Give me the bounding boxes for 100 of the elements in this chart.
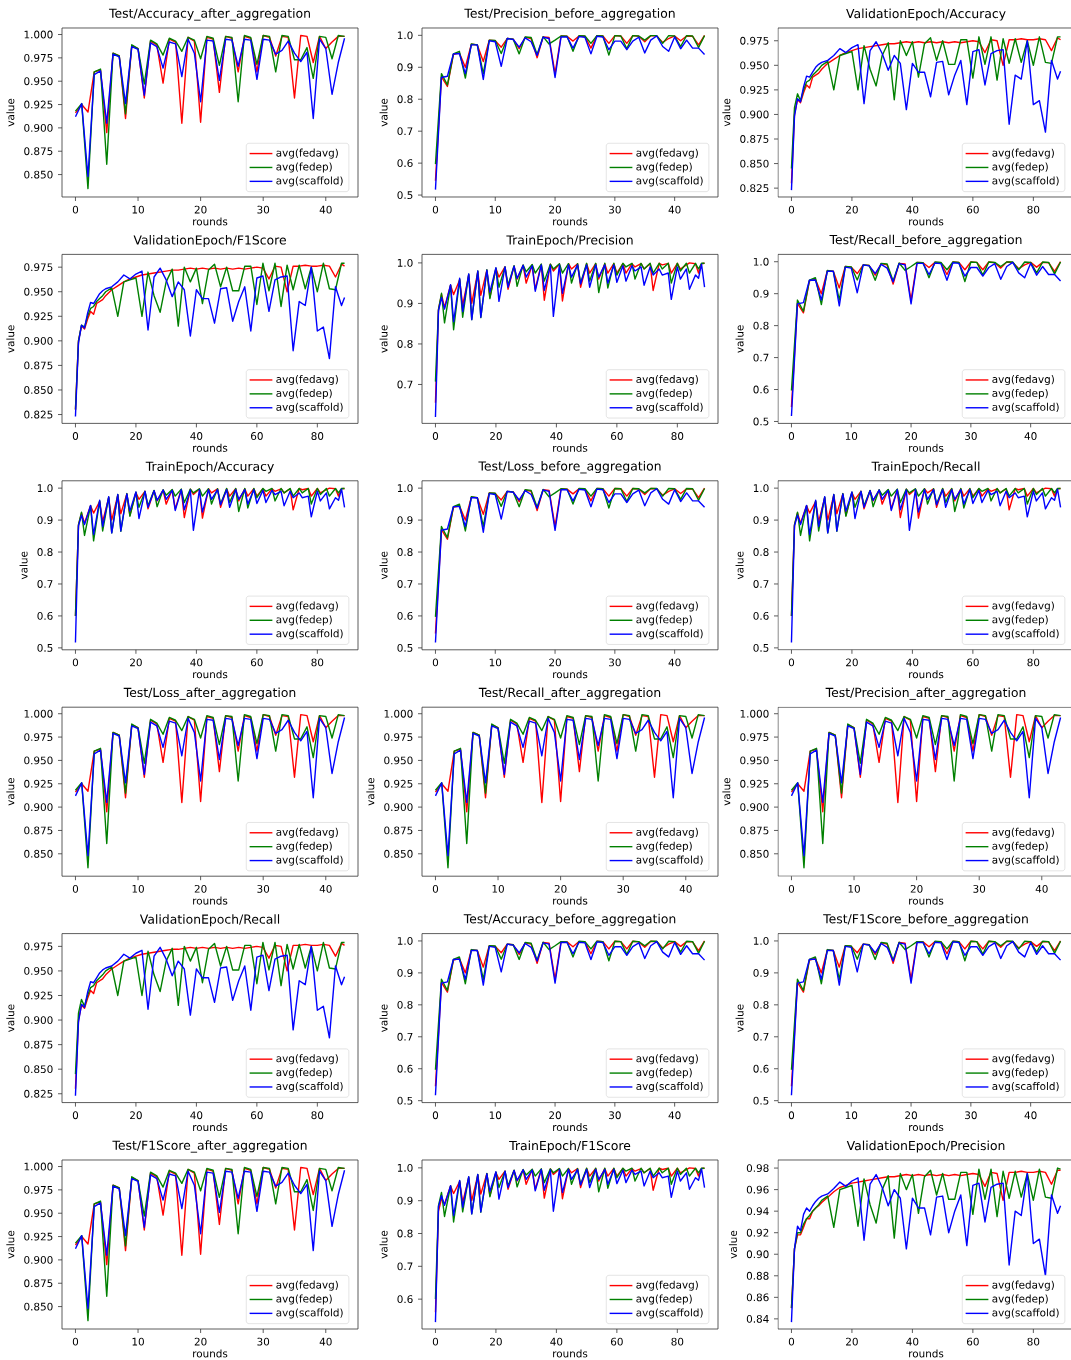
x-tick-label: 30: [257, 884, 270, 893]
x-tick-label: 20: [490, 432, 502, 440]
x-tick-label: 0: [432, 1337, 439, 1346]
y-tick-label: 1.0: [753, 937, 769, 945]
y-tick-label: 0.900: [24, 1255, 53, 1264]
legend-label: avg(fedep): [636, 1068, 692, 1079]
x-tick-label: 60: [966, 658, 979, 667]
y-axis-title: value: [6, 325, 15, 353]
y-tick-label: 0.925: [24, 1232, 53, 1241]
x-tick-label: 40: [679, 884, 692, 893]
x-axis-title: rounds: [193, 217, 228, 226]
y-tick-label: 0.9: [397, 1196, 413, 1205]
x-tick-label: 30: [965, 1111, 977, 1120]
x-tick-label: 30: [257, 205, 270, 214]
chart-title: Test/Precision_after_aggregation: [825, 687, 1026, 700]
x-tick-label: 40: [668, 658, 681, 667]
x-tick-label: 60: [966, 205, 979, 214]
y-tick-label: 0.9: [753, 516, 769, 525]
y-tick-label: 0.5: [753, 643, 769, 652]
x-tick-label: 20: [130, 1111, 142, 1120]
legend-label: avg(fedep): [276, 388, 332, 399]
x-tick-label: 30: [617, 884, 630, 893]
y-tick-label: 0.975: [384, 733, 413, 741]
x-tick-label: 40: [550, 1337, 563, 1346]
y-axis-title: value: [6, 778, 15, 806]
y-axis-title: value: [379, 98, 388, 127]
y-tick-label: 0.975: [24, 1185, 53, 1194]
y-tick-label: 0.7: [397, 127, 413, 136]
y-tick-label: 0.975: [740, 36, 769, 45]
legend-label: avg(scaffold): [636, 1308, 703, 1319]
legend-label: avg(scaffold): [276, 1082, 343, 1093]
y-tick-label: 1.000: [740, 709, 769, 718]
y-axis-title: value: [379, 1230, 388, 1259]
legend-label: avg(scaffold): [636, 855, 703, 866]
x-tick-label: 40: [906, 205, 919, 214]
x-tick-label: 40: [1035, 884, 1048, 893]
x-tick-label: 30: [973, 884, 986, 893]
y-tick-label: 0.6: [397, 612, 413, 620]
legend-label: avg(scaffold): [276, 402, 343, 413]
x-axis-title: rounds: [909, 217, 944, 226]
y-tick-label: 1.000: [24, 1162, 53, 1171]
y-tick-label: 0.875: [24, 147, 53, 156]
x-axis-title: rounds: [553, 896, 588, 905]
y-tick-label: 0.850: [740, 849, 769, 858]
legend-label: avg(fedep): [636, 1294, 692, 1305]
y-axis-title: value: [735, 1004, 744, 1032]
x-tick-label: 40: [906, 658, 919, 667]
legend-label: avg(fedavg): [636, 1280, 698, 1291]
x-tick-label: 40: [1024, 1111, 1037, 1120]
x-tick-label: 20: [910, 884, 923, 893]
x-tick-label: 0: [432, 432, 439, 440]
legend-label: avg(fedavg): [992, 148, 1054, 159]
legend-label: avg(fedep): [276, 162, 332, 173]
legend-label: avg(fedep): [636, 615, 692, 626]
y-tick-label: 0.8: [397, 340, 413, 348]
legend-label: avg(scaffold): [992, 855, 1059, 866]
legend-label: avg(scaffold): [636, 402, 703, 413]
y-tick-label: 0.6: [753, 1064, 769, 1073]
y-tick-label: 0.8: [37, 548, 53, 556]
y-tick-label: 0.7: [37, 580, 53, 588]
y-tick-label: 1.0: [397, 937, 413, 945]
x-tick-label: 20: [905, 1111, 917, 1120]
y-axis-title: value: [6, 98, 15, 127]
legend-label: avg(fedep): [636, 388, 692, 399]
x-tick-label: 10: [132, 205, 144, 214]
y-tick-label: 0.7: [397, 380, 413, 389]
y-tick-label: 0.7: [753, 580, 769, 588]
x-axis-title: rounds: [553, 443, 588, 452]
x-tick-label: 0: [788, 1337, 795, 1346]
y-tick-label: 0.875: [24, 826, 53, 835]
legend-label: avg(fedavg): [992, 375, 1054, 386]
legend-label: avg(fedavg): [636, 148, 698, 159]
chart-title: Test/Accuracy_after_aggregation: [108, 8, 310, 21]
y-axis-title: value: [728, 1230, 737, 1259]
y-tick-label: 0.5: [397, 1096, 413, 1105]
y-tick-label: 0.850: [24, 386, 53, 394]
y-tick-label: 0.9: [397, 299, 413, 308]
y-axis-title: value: [722, 98, 731, 127]
y-tick-label: 0.8: [753, 1000, 769, 1009]
legend-label: avg(scaffold): [636, 1082, 703, 1093]
x-axis-title: rounds: [553, 670, 588, 679]
x-tick-label: 10: [492, 884, 504, 893]
chart-title: Test/F1Score_before_aggregation: [823, 913, 1028, 927]
x-tick-label: 40: [1024, 432, 1037, 440]
y-tick-label: 0.925: [740, 85, 769, 94]
y-tick-label: 0.8: [397, 548, 413, 556]
x-tick-label: 10: [132, 884, 144, 893]
legend-label: avg(scaffold): [992, 176, 1059, 187]
chart-title: TrainEpoch/F1Score: [509, 1140, 631, 1153]
chart-title: ValidationEpoch/F1Score: [133, 235, 286, 247]
y-tick-label: 0.98: [746, 1164, 769, 1173]
x-axis-title: rounds: [553, 217, 588, 226]
y-tick-label: 0.925: [24, 991, 53, 1000]
y-tick-label: 1.0: [37, 484, 53, 493]
y-tick-label: 0.975: [24, 53, 53, 62]
y-tick-label: 0.950: [384, 756, 413, 765]
x-axis-title: rounds: [909, 443, 944, 452]
x-tick-label: 10: [845, 1111, 858, 1120]
y-tick-label: 0.925: [384, 779, 413, 788]
y-tick-label: 0.850: [24, 1065, 53, 1074]
